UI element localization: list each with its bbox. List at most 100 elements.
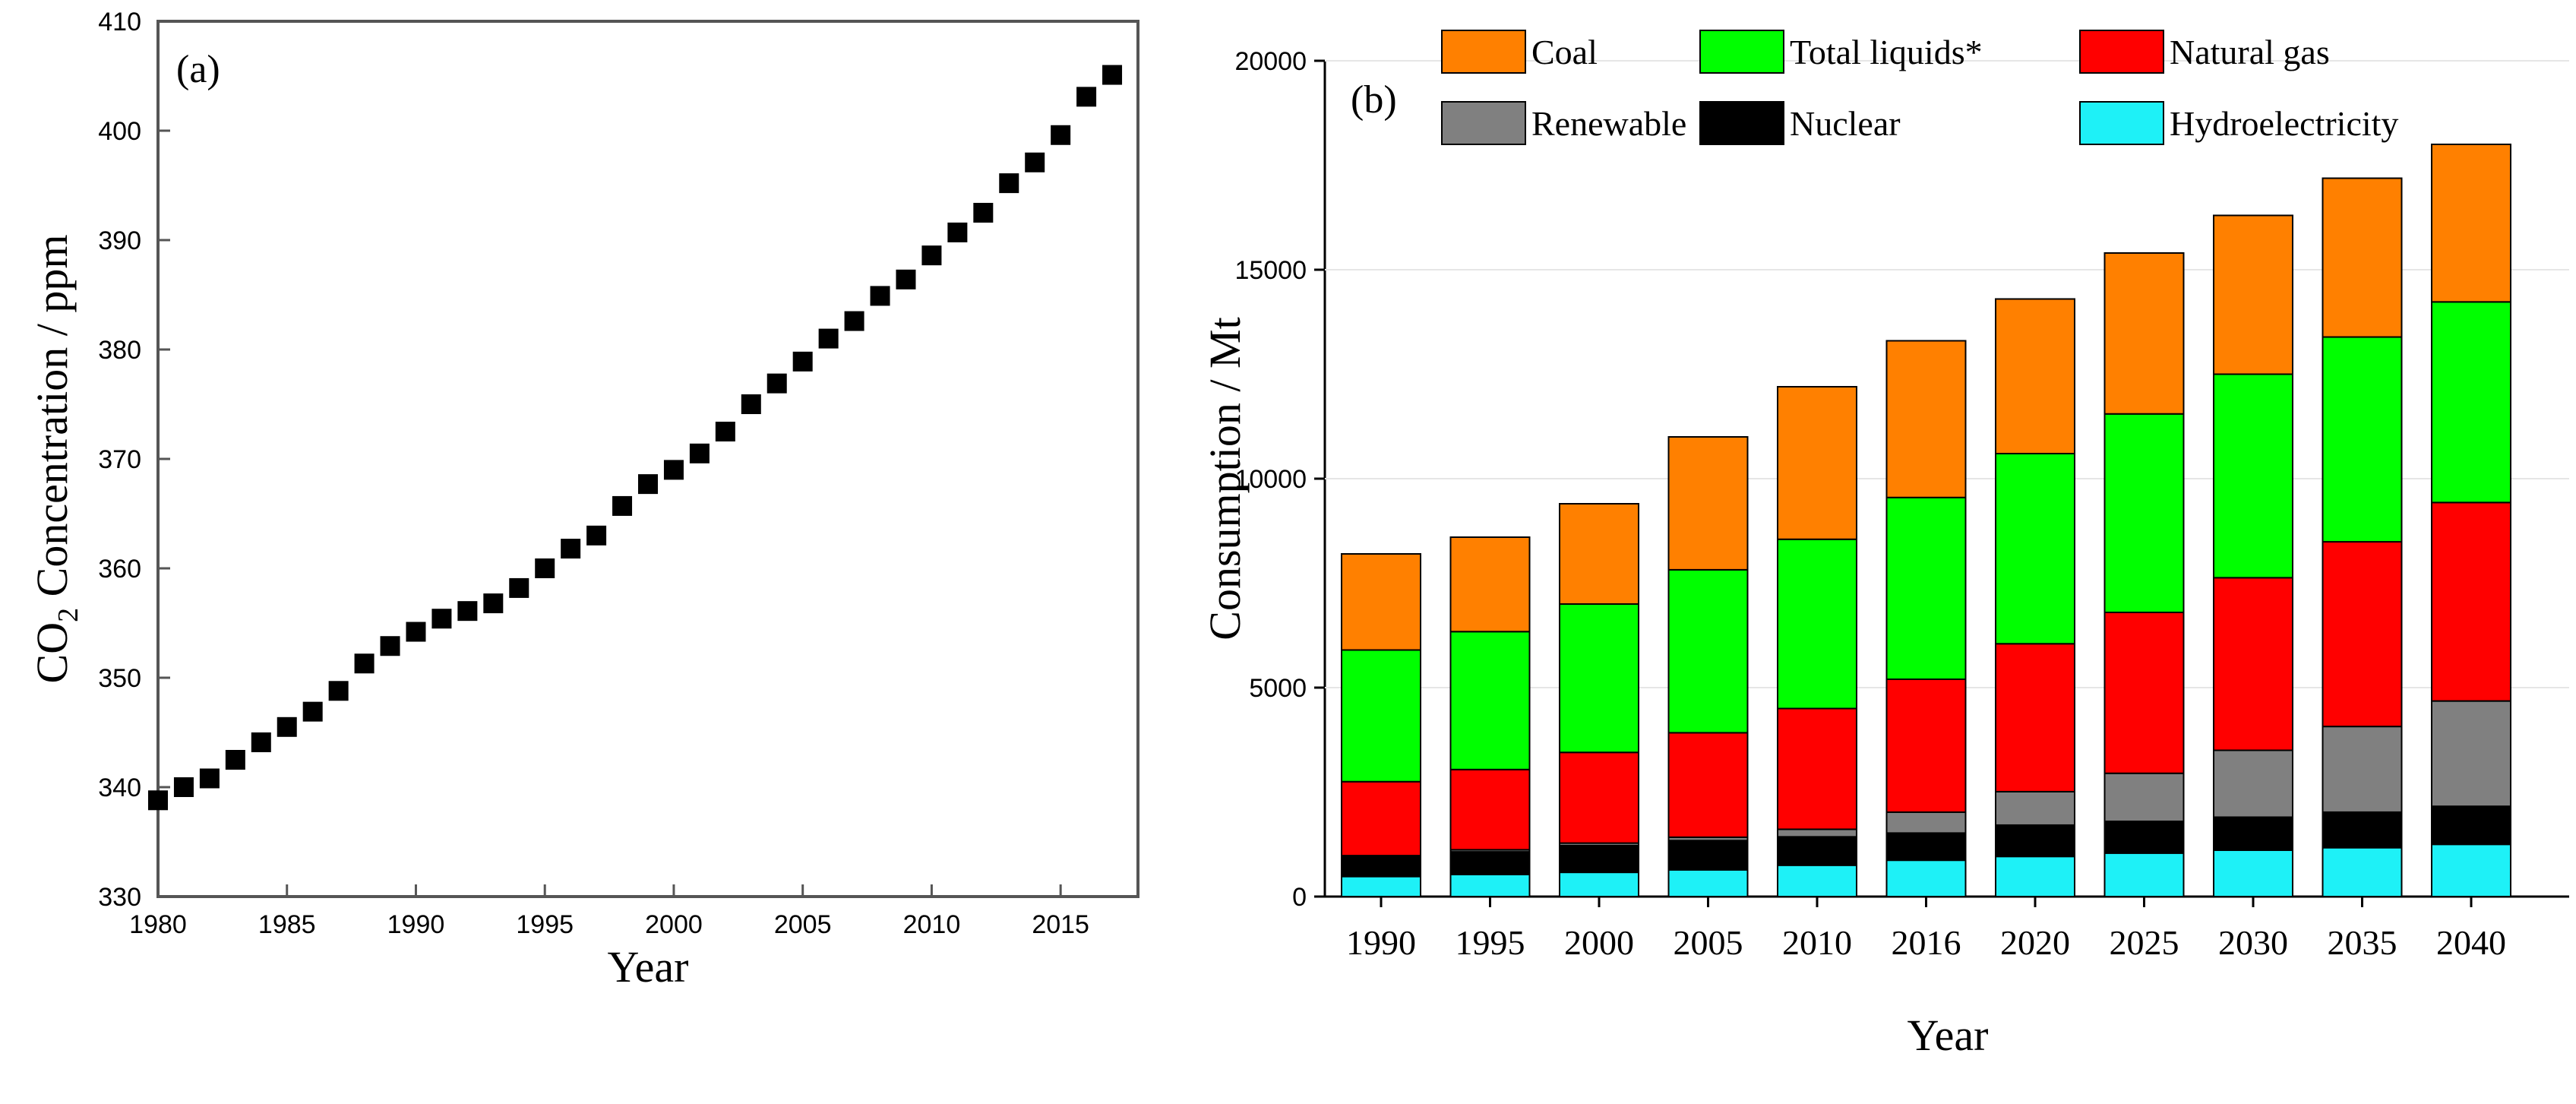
- bar-segment: [1885, 679, 1967, 813]
- bar-segment: [1995, 856, 2075, 897]
- bar-segment: [1341, 780, 1421, 857]
- a-y-tick-label: 380: [98, 336, 141, 365]
- bar-segment: [1777, 864, 1857, 897]
- b-y-tick-label: 0: [1292, 883, 1307, 912]
- bar-segment: [2322, 177, 2403, 338]
- bar-segment: [2213, 214, 2293, 375]
- bar-segment: [2213, 816, 2293, 851]
- bar-segment: [1559, 871, 1639, 897]
- bar-segment: [2322, 336, 2403, 543]
- bar-segment: [1449, 631, 1531, 770]
- bar-segment: [2431, 805, 2511, 846]
- a-x-tick-label: 1995: [516, 910, 574, 939]
- bar-segment: [1559, 844, 1639, 874]
- bar-segment: [2322, 726, 2403, 813]
- co2-point: [328, 681, 349, 701]
- co2-point: [792, 351, 813, 372]
- bar-segment: [1777, 538, 1857, 710]
- a-x-tick-label: 2000: [645, 910, 703, 939]
- a-x-tick-label: 2015: [1032, 910, 1089, 939]
- bar-segment: [1777, 836, 1857, 866]
- legend-label: Total liquids*: [1790, 33, 1983, 71]
- bar-segment: [2103, 413, 2185, 613]
- bar-segment: [2431, 301, 2511, 504]
- bar-segment: [1559, 751, 1639, 844]
- bar-segment: [1449, 536, 1531, 633]
- co2-point: [715, 422, 735, 441]
- co2-point: [302, 701, 323, 722]
- co2-point: [148, 790, 168, 811]
- bar-segment: [1667, 436, 1749, 571]
- bar-segment: [2103, 612, 2185, 774]
- a-x-tick-label: 2010: [903, 910, 961, 939]
- bar-segment: [1885, 859, 1967, 898]
- a-y-tick-label: 340: [98, 773, 141, 802]
- a-y-tick-label: 400: [98, 117, 141, 146]
- bar-segment: [2103, 852, 2185, 898]
- co2-point: [173, 777, 194, 797]
- co2-point: [586, 525, 607, 546]
- b-y-tick-label: 10000: [1234, 465, 1307, 494]
- bar-segment: [1667, 568, 1749, 734]
- bar-segment: [1995, 298, 2075, 454]
- a-y-tick-label: 370: [98, 445, 141, 474]
- bar-segment: [1559, 503, 1639, 605]
- co2-point: [638, 474, 658, 495]
- co2-point: [457, 601, 478, 622]
- legend-swatch: [2079, 30, 2164, 74]
- bar-segment: [2431, 501, 2511, 702]
- legend-label: Coal: [1531, 33, 1598, 71]
- bar-segment: [2103, 772, 2185, 822]
- legend-label: Nuclear: [1790, 104, 1901, 143]
- co2-point: [999, 173, 1019, 194]
- co2-point: [1102, 65, 1123, 85]
- a-x-tick-label: 2005: [774, 910, 832, 939]
- bar-segment: [1449, 768, 1531, 851]
- bar-segment: [1995, 453, 2075, 645]
- bar-segment: [1449, 851, 1531, 875]
- bar-segment: [2213, 749, 2293, 818]
- panel-label-a: (a): [176, 48, 220, 91]
- bar-segment: [1449, 873, 1531, 897]
- co2-point: [947, 222, 968, 242]
- co2-point: [354, 653, 375, 674]
- bar-segment: [2322, 811, 2403, 849]
- a-x-axis-title: Year: [608, 942, 689, 992]
- co2-point: [973, 203, 994, 223]
- a-x-tick-label: 1980: [129, 910, 187, 939]
- co2-point: [225, 750, 245, 770]
- b-x-tick-label: 2035: [2328, 923, 2397, 962]
- b-x-tick-label: 1995: [1456, 923, 1525, 962]
- b-y-tick-label: 5000: [1249, 674, 1307, 703]
- b-x-tick-labels: 1990 1995 2000 2005 2010 2016 2020 2025 2030 2035…: [1346, 923, 2506, 962]
- b-x-tick-label: 2005: [1674, 923, 1743, 962]
- co2-point: [844, 311, 864, 331]
- bar-segment: [1777, 828, 1857, 838]
- bar-segment: [1667, 840, 1749, 871]
- bar-segment: [1341, 649, 1421, 783]
- plot-frame-a: [156, 20, 1139, 898]
- legend-swatch: [2079, 101, 2164, 145]
- legend-swatch: [1699, 101, 1784, 145]
- co2-point: [277, 716, 297, 737]
- bar-segment: [1341, 856, 1421, 878]
- a-y-tick-label: 350: [98, 664, 141, 693]
- co2-point: [612, 495, 633, 516]
- co2-point: [689, 443, 710, 463]
- co2-point: [199, 768, 220, 789]
- bar-segment: [1885, 496, 1967, 680]
- a-y-tick-label: 410: [98, 8, 141, 36]
- co2-point: [1025, 152, 1045, 172]
- legend: Coal Total liquids* Natural gas Renewable Nu…: [1441, 30, 2398, 145]
- b-y-axis-title: Consumption / Mt: [1200, 317, 1250, 640]
- a-y-tick-label: 390: [98, 226, 141, 255]
- b-x-tick-label: 2025: [2110, 923, 2179, 962]
- co2-point: [483, 593, 504, 614]
- bar-segment: [1995, 643, 2075, 792]
- bar-segment: [1667, 732, 1749, 838]
- a-y-tick-labels: 330 340 350 360 370 380 390 400 410: [98, 8, 141, 912]
- co2-point: [251, 732, 271, 752]
- bar-segment: [2213, 373, 2293, 579]
- bar-segment: [2431, 700, 2511, 808]
